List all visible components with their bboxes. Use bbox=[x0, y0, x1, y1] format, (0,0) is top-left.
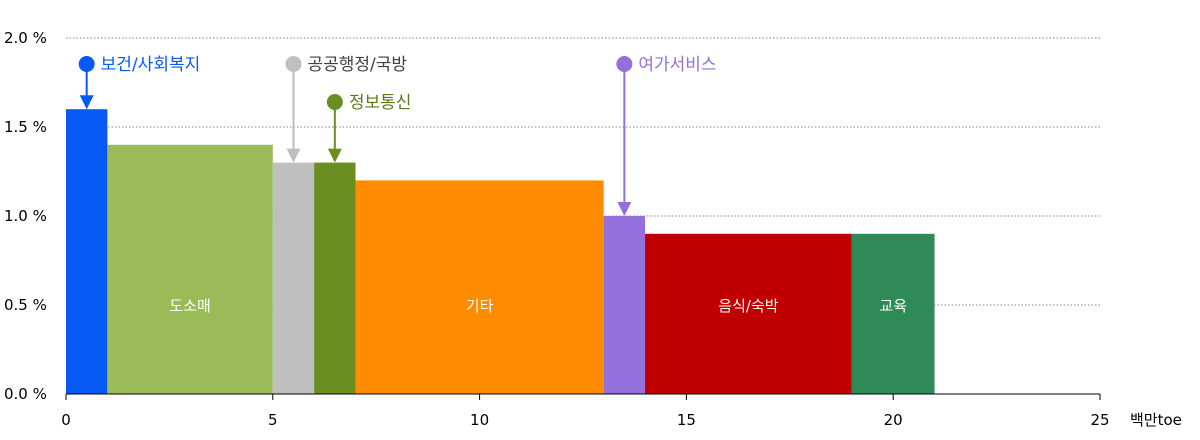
callout-label: 공공행정/국방 bbox=[307, 55, 407, 75]
callout-label: 보건/사회복지 bbox=[101, 55, 201, 75]
x-tick-label: 5 bbox=[268, 411, 278, 429]
callout-arrowhead bbox=[286, 148, 301, 163]
bar-segment bbox=[851, 233, 935, 394]
callout-dot bbox=[616, 56, 633, 72]
bar-segment bbox=[355, 180, 604, 394]
x-tick-label: 20 bbox=[884, 411, 903, 429]
callout-arrowhead bbox=[617, 202, 632, 216]
callout-arrowhead bbox=[79, 95, 94, 110]
y-tick-label: 0.0 % bbox=[4, 385, 47, 403]
bar-segment bbox=[603, 216, 646, 394]
y-tick-label: 2.0 % bbox=[4, 29, 47, 47]
bar-segment bbox=[314, 162, 356, 394]
x-tick-label: 25 bbox=[1090, 411, 1109, 429]
bar-segment bbox=[272, 162, 315, 394]
callout-label: 정보통신 bbox=[349, 93, 412, 113]
x-unit-label: 백만toe bbox=[1130, 411, 1182, 429]
callout-label: 여가서비스 bbox=[638, 55, 716, 75]
bar-label: 기타 bbox=[466, 297, 494, 315]
callout-dot bbox=[326, 94, 343, 110]
callout-arrowhead bbox=[327, 148, 342, 163]
y-tick-label: 0.5 % bbox=[4, 296, 47, 314]
callout-dot bbox=[78, 56, 95, 72]
bars: 도소매 기타 음식/숙박 교육 bbox=[66, 109, 935, 394]
y-tick-label: 1.0 % bbox=[4, 207, 47, 225]
bar-segment bbox=[645, 233, 852, 394]
axes: 0.0 % 0.5 % 1.0 % 1.5 % 2.0 % 0 5 10 15 20 25 bbox=[4, 29, 1110, 429]
callout-dot bbox=[285, 56, 302, 72]
y-tick-label: 1.5 % bbox=[4, 118, 47, 136]
bar-segment bbox=[107, 144, 273, 394]
bar-label: 도소매 bbox=[169, 297, 210, 315]
bar-segment bbox=[66, 109, 108, 394]
bar-label: 교육 bbox=[879, 297, 907, 315]
x-tick-label: 0 bbox=[61, 411, 71, 429]
x-tick-label: 15 bbox=[677, 411, 696, 429]
x-tick-label: 10 bbox=[470, 411, 489, 429]
bar-label: 음식/숙박 bbox=[718, 297, 778, 315]
